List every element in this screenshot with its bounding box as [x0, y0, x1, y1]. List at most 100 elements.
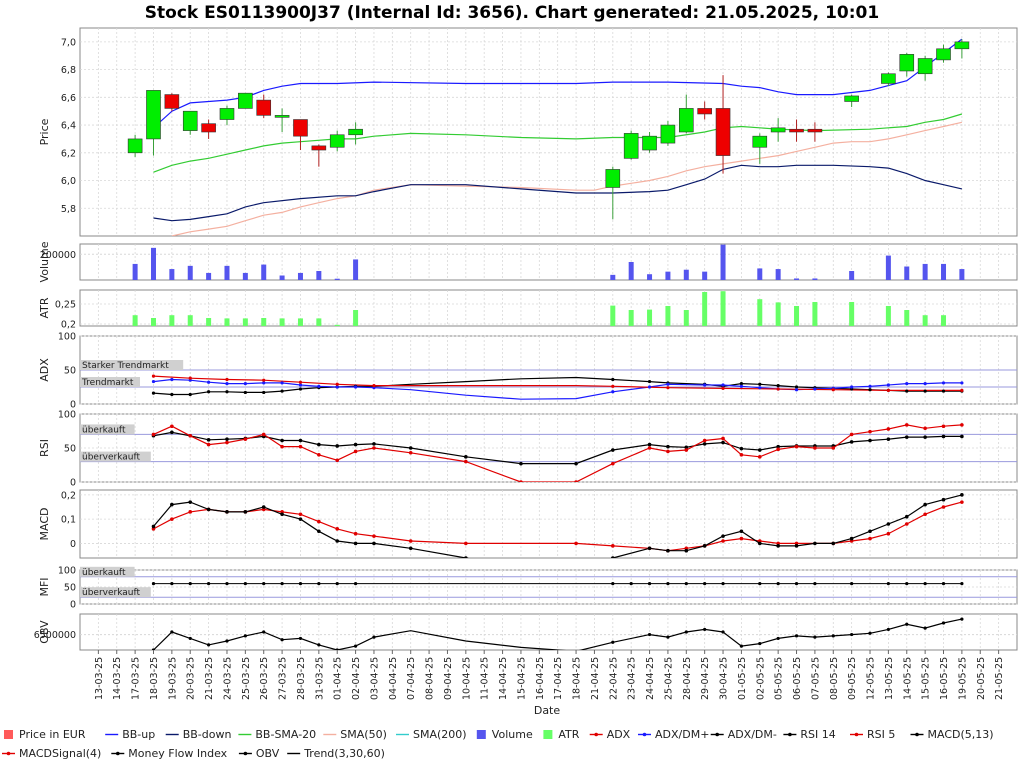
- macd-signal-line-point: [904, 522, 909, 526]
- macd-line-point: [849, 536, 854, 541]
- mfi-point: [758, 582, 762, 586]
- x-tick-label: 11-04-25: [480, 657, 491, 700]
- adx-point: [611, 384, 615, 388]
- rsi14-line-point: [574, 461, 578, 466]
- mfi-point: [188, 582, 192, 586]
- adx-point: [280, 381, 284, 385]
- adx-point: [703, 383, 707, 387]
- x-tick-label: 21-03-25: [204, 657, 215, 700]
- adx-point: [188, 392, 192, 397]
- adx-point: [151, 391, 156, 395]
- adx-point: [335, 382, 339, 386]
- adx-line: [153, 375, 962, 391]
- x-tick-label: 31-03-25: [314, 657, 325, 700]
- macd-line-point: [757, 541, 762, 546]
- rsi14-line-point: [225, 437, 229, 441]
- candle-body: [164, 94, 180, 109]
- macd-line-point: [739, 529, 744, 534]
- obv-point: [739, 644, 744, 648]
- candle-body: [182, 110, 198, 131]
- volume-bar: [849, 271, 855, 280]
- legend-item: MACDSignal(4): [19, 747, 101, 760]
- mfi-point: [923, 582, 927, 586]
- rsi14-line-point: [280, 438, 284, 443]
- macd-signal-line-point: [960, 500, 964, 504]
- rsi5-line-point: [757, 455, 762, 459]
- macd-line-point: [280, 512, 284, 517]
- mfi-point: [721, 582, 725, 586]
- macd-signal-line-point: [170, 517, 174, 521]
- macd-line-point: [298, 517, 303, 521]
- legend-item: Volume: [492, 728, 533, 741]
- atr-bar: [757, 299, 763, 326]
- adx-point: [850, 385, 854, 389]
- rsi5-line-point: [776, 447, 780, 452]
- x-tick-label: 09-04-25: [443, 657, 454, 700]
- candle-body: [293, 119, 308, 137]
- volume-bar: [187, 265, 193, 280]
- rsi5-line-point: [317, 453, 321, 457]
- rsi5-line-point: [151, 432, 156, 437]
- rsi5-line-point: [335, 458, 340, 463]
- candle-body: [238, 92, 253, 109]
- mfi-point: [353, 582, 358, 586]
- legend-item: SMA(200): [413, 728, 467, 741]
- macd-line: [153, 494, 963, 558]
- atr-bar: [610, 305, 616, 326]
- x-tick-label: 14-05-25: [902, 657, 913, 700]
- atr-bar: [242, 318, 248, 326]
- volume-bar: [904, 266, 910, 280]
- atr-bar: [353, 310, 359, 326]
- rsi5-line-point: [886, 427, 891, 431]
- macd-line-point: [776, 544, 780, 548]
- obv-point: [207, 643, 211, 647]
- legend-item: Money Flow Index: [128, 747, 227, 760]
- legend-swatch: [476, 730, 486, 739]
- mfi-point: [335, 582, 339, 586]
- candle-body: [146, 90, 161, 140]
- rsi14-line-point: [886, 437, 891, 441]
- adx-point: [298, 383, 303, 387]
- adx-point: [225, 390, 229, 394]
- atr-bar: [665, 306, 671, 326]
- mfi-point: [629, 582, 633, 586]
- macd-line-point: [519, 566, 523, 570]
- rsi14-line-point: [335, 444, 340, 448]
- volume-bar: [353, 259, 359, 280]
- atr-bar: [628, 310, 634, 326]
- adx-point: [794, 388, 799, 392]
- volume-bar: [169, 269, 175, 280]
- rsi5-line-point: [408, 450, 413, 455]
- candle-body: [899, 54, 915, 72]
- x-tick-label: 28-04-25: [682, 657, 693, 700]
- macd-signal-line-point: [739, 536, 744, 541]
- x-tick-label: 14-03-25: [112, 657, 123, 700]
- x-tick-label: 06-05-25: [792, 657, 803, 700]
- adx-point: [207, 390, 211, 394]
- rsi14-line-point: [372, 442, 376, 446]
- volume-bar: [794, 278, 800, 280]
- atr-bar: [206, 318, 212, 326]
- adx-point: [721, 386, 725, 390]
- candle-body: [311, 145, 327, 151]
- macd-line-point: [813, 541, 817, 546]
- adx-point: [758, 382, 762, 386]
- atr-bar: [702, 292, 708, 326]
- obv-point: [923, 626, 927, 630]
- adx-point: [776, 387, 780, 391]
- candle-body: [605, 169, 621, 188]
- atr-bar: [150, 318, 156, 326]
- rsi14-line-point: [317, 442, 321, 447]
- atr-bar: [224, 318, 230, 326]
- volume-bar: [261, 264, 267, 280]
- y-tick-macd: 0: [70, 539, 76, 550]
- adx-point: [611, 377, 615, 382]
- mfi-point: [684, 582, 688, 586]
- candle-body: [954, 41, 970, 50]
- level-label-bg-rsi: [80, 424, 135, 435]
- volume-bar: [610, 274, 616, 280]
- adx-point: [831, 388, 835, 392]
- panel-label-mfi: MFI: [38, 577, 51, 596]
- bb-down-line: [153, 164, 963, 222]
- level-label-rsi: überkauft: [82, 425, 126, 435]
